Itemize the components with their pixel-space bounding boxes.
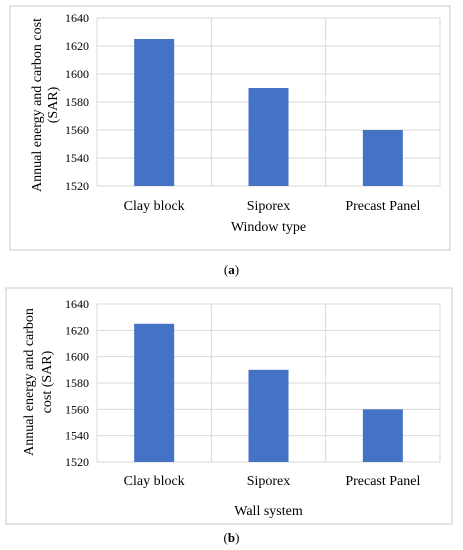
- bar-1: [248, 369, 289, 462]
- bar-2: [362, 409, 403, 462]
- y-tick-label: 1600: [65, 350, 89, 364]
- y-axis-label-line-0: Annual energy and carbon cost: [30, 18, 45, 192]
- y-tick-label: 1620: [65, 323, 89, 337]
- category-label: Clay block: [124, 474, 185, 489]
- category-label: Precast Panel: [345, 474, 420, 489]
- y-tick-label: 1580: [65, 376, 89, 390]
- y-axis-label-line-1: (SAR): [46, 86, 61, 123]
- y-tick-label: 1560: [65, 123, 89, 137]
- y-tick-label: 1560: [65, 402, 89, 416]
- bar-2: [362, 130, 403, 186]
- x-axis-label: Window type: [231, 220, 306, 235]
- y-tick-label: 1640: [65, 11, 89, 25]
- y-axis-label-line-0: Annual energy and carbon: [22, 308, 37, 456]
- category-label: Precast Panel: [345, 199, 420, 214]
- category-label: Siporex: [247, 474, 291, 489]
- y-tick-label: 1600: [65, 67, 89, 81]
- y-tick-label: 1540: [65, 429, 89, 443]
- bar-0: [134, 39, 175, 186]
- chart-border: [9, 5, 451, 251]
- chart-panel-a: 1520 1540 1560 1580 1600 1620 1640 Clay block Si…: [9, 5, 451, 277]
- chart-panel-b: 1520 1540 1560 1580 1600 1620 1640 Clay block Si…: [0, 282, 463, 550]
- bar-1: [248, 88, 289, 186]
- caption-b-letter: b: [227, 530, 236, 545]
- y-tick-label: 1540: [65, 151, 89, 165]
- y-tick-label: 1620: [65, 39, 89, 53]
- caption-a: (a): [223, 262, 240, 277]
- y-tick-label: 1580: [65, 95, 89, 109]
- y-tick-label: 1520: [65, 179, 89, 193]
- y-tick-label: 1520: [65, 455, 89, 469]
- y-axis-label-line-1: cost (SAR): [40, 350, 55, 413]
- caption-a-letter: a: [228, 262, 235, 277]
- x-axis-label: Wall system: [234, 504, 303, 519]
- category-label: Clay block: [124, 199, 185, 214]
- bar-chart-a: 1520 1540 1560 1580 1600 1620 1640 Clay block Si…: [9, 5, 451, 251]
- category-label: Siporex: [247, 199, 291, 214]
- y-tick-label: 1640: [65, 297, 89, 311]
- caption-b: (b): [223, 530, 240, 545]
- bar-0: [134, 323, 175, 462]
- chart-border: [5, 287, 453, 525]
- bar-chart-b: 1520 1540 1560 1580 1600 1620 1640 Clay block Si…: [5, 287, 453, 525]
